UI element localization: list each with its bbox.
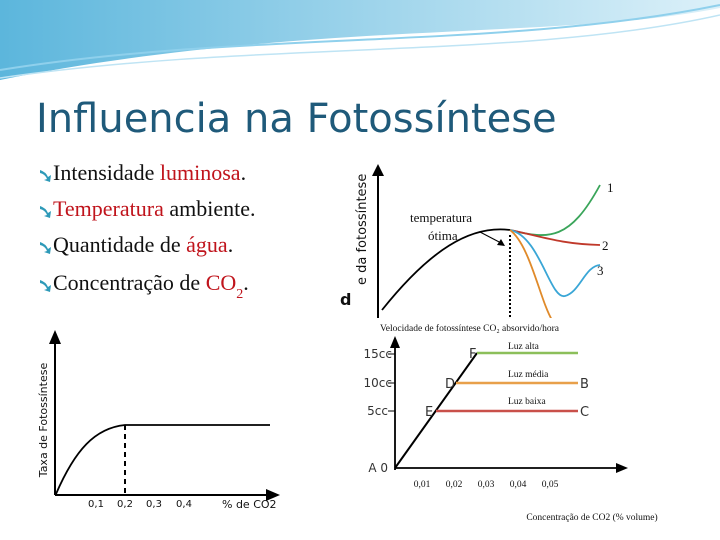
y-tick-label: 5cc bbox=[367, 404, 388, 418]
bullet-text: Concentração de CO2. bbox=[53, 270, 249, 302]
x-tick-label: 0,03 bbox=[478, 480, 495, 490]
bullet-text: Quantidade de água. bbox=[53, 232, 233, 257]
y-tick-label: 10cc bbox=[364, 376, 392, 390]
x-tick-label: 0,04 bbox=[510, 480, 527, 490]
curve-label: 1 bbox=[607, 180, 614, 195]
point-label: D bbox=[445, 377, 455, 392]
annotation: temperatura bbox=[410, 210, 472, 225]
figure-light bbox=[335, 318, 690, 530]
line-label: Luz alta bbox=[508, 342, 540, 352]
curve-label: 2 bbox=[602, 238, 609, 253]
bullet-part: . bbox=[241, 160, 247, 185]
bullet-part: Quantidade de bbox=[53, 232, 186, 257]
figure-title: Velocidade de fotossíntese CO₂ absorvido… bbox=[380, 323, 560, 334]
figure-temperature bbox=[350, 160, 685, 321]
slide-title: Influencia na Fotossíntese bbox=[36, 96, 557, 142]
y-axis-label: e da fotossíntese bbox=[355, 174, 370, 285]
point-label: F bbox=[469, 347, 476, 362]
y-tick-label: A 0 bbox=[368, 461, 388, 475]
bullet-part: . bbox=[243, 270, 249, 295]
bullet-list: Intensidade luminosa. Temperatura ambient… bbox=[40, 160, 255, 302]
bullet-icon bbox=[40, 170, 51, 182]
bullet-icon bbox=[40, 280, 51, 292]
curve-label: 3 bbox=[597, 263, 604, 278]
x-tick-label: 0,1 bbox=[88, 499, 104, 510]
bullet-icon bbox=[40, 242, 51, 254]
bullet-part: luminosa bbox=[160, 160, 241, 185]
x-tick-label: 0,02 bbox=[446, 480, 463, 490]
y-tick-label: 15cc bbox=[364, 347, 392, 361]
bullet-part: ambiente. bbox=[164, 196, 256, 221]
point-label: B bbox=[580, 377, 589, 392]
line-label: Luz baixa bbox=[508, 397, 547, 407]
subscript: 2 bbox=[236, 287, 243, 302]
x-axis-label: % de CO2 bbox=[222, 498, 277, 511]
bullet-part: Temperatura bbox=[53, 196, 164, 221]
x-axis-label: Concentração de CO2 (% volume) bbox=[526, 512, 657, 523]
figure-labels: e da fotossíntese d temperatura ótima 1 2 3 Tax… bbox=[37, 174, 658, 523]
bullet-text: Temperatura ambiente. bbox=[53, 196, 255, 221]
y-axis-label: Taxa de Fotossíntese bbox=[37, 363, 50, 479]
line-label: Luz média bbox=[508, 370, 549, 380]
bullet-part: CO bbox=[206, 270, 237, 295]
annotation: ótima bbox=[428, 228, 458, 243]
bullet-icon bbox=[40, 206, 51, 218]
header-waves bbox=[0, 0, 720, 80]
bullet-part: Concentração de bbox=[53, 270, 206, 295]
clipped-letter: d bbox=[340, 290, 351, 309]
bullet-part: . bbox=[228, 232, 234, 257]
x-tick-label: 0,4 bbox=[176, 499, 192, 510]
point-label: C bbox=[580, 405, 589, 420]
figure-co2 bbox=[35, 320, 290, 520]
x-tick-label: 0,2 bbox=[117, 499, 133, 510]
x-tick-label: 0,01 bbox=[414, 480, 431, 490]
bullet-part: Intensidade bbox=[53, 160, 160, 185]
point-label: E bbox=[425, 405, 433, 420]
x-tick-label: 0,3 bbox=[146, 499, 162, 510]
x-tick-label: 0,05 bbox=[542, 480, 559, 490]
bullet-text: Intensidade luminosa. bbox=[53, 160, 246, 185]
bullet-part: água bbox=[186, 232, 228, 257]
